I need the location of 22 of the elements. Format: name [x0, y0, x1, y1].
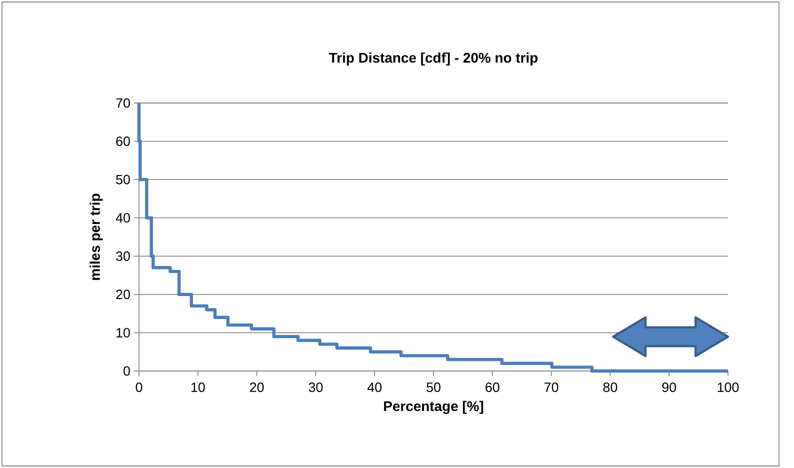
x-tick-label: 50 — [426, 382, 440, 392]
y-axis-title: miles per trip — [90, 194, 103, 280]
y-tick-label: 70 — [116, 98, 130, 108]
x-tick-label: 10 — [191, 382, 205, 392]
y-tick-label: 50 — [116, 174, 130, 184]
x-tick-label: 20 — [250, 382, 264, 392]
x-tick-label: 80 — [603, 382, 618, 392]
x-tick-label: 30 — [308, 382, 323, 392]
x-tick-label: 100 — [718, 382, 739, 392]
x-axis-title: Percentage [%] — [384, 400, 484, 414]
x-tick-label: 90 — [662, 382, 676, 392]
x-tick-label: 0 — [136, 382, 142, 392]
x-tick-label: 40 — [367, 382, 382, 392]
y-tick-label: 60 — [116, 136, 130, 146]
y-tick-label: 0 — [124, 366, 130, 376]
x-tick-label: 70 — [544, 382, 558, 392]
y-tick-label: 10 — [116, 328, 130, 338]
x-tick-label: 60 — [486, 382, 500, 392]
y-tick-label: 40 — [116, 213, 130, 223]
y-tick-label: 20 — [116, 290, 130, 300]
y-tick-label: 30 — [116, 251, 130, 261]
chart-title: Trip Distance [cdf] - 20% no trip — [329, 52, 538, 66]
